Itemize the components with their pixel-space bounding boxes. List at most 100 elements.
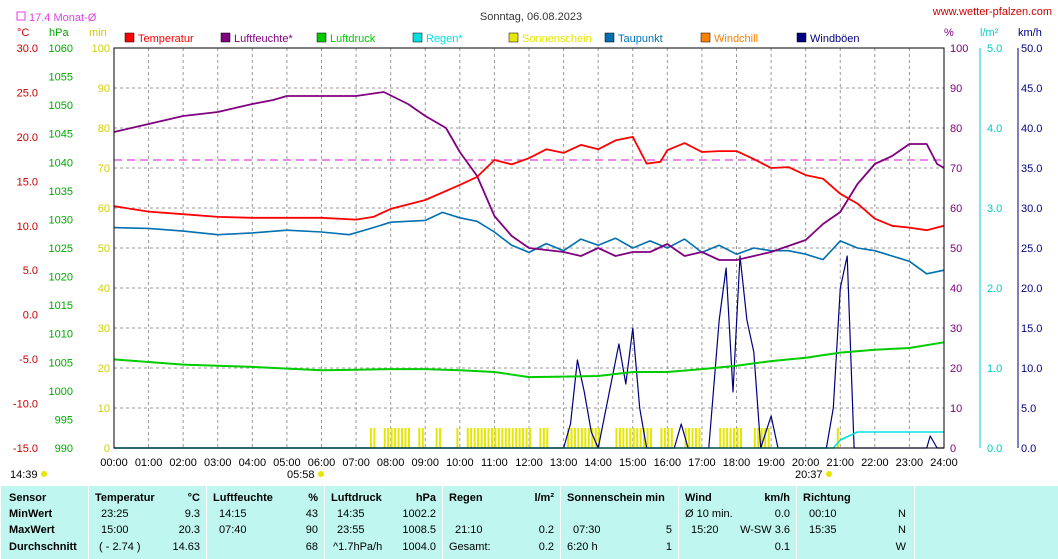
sunshine-bar (508, 428, 511, 448)
sunset-icon (826, 471, 832, 477)
sunshine-bar (580, 428, 583, 448)
dir-min-value: N (898, 508, 906, 520)
rain-total-label: Gesamt: (449, 541, 491, 553)
tick-label-time: 08:00 (377, 457, 405, 469)
sunshine-bar (650, 428, 653, 448)
hdr-sunshine: Sonnenschein min (567, 492, 665, 504)
legend: Temperatur Luftfeuchte* Luftdruck Regen* Son… (124, 32, 860, 45)
tick-label-temperature: 15.0 (17, 176, 38, 188)
tick-label-wind: 30.0 (1021, 203, 1042, 215)
sunshine-bar (522, 428, 525, 448)
wind-avg10-label: Ø 10 min. (685, 508, 733, 520)
sunshine-bar (466, 428, 469, 448)
tick-label-sunshine: 50 (98, 243, 110, 255)
tick-label-humidity: 40 (950, 283, 962, 295)
series-dewpoint (113, 211, 945, 275)
tick-label-pressure: 1000 (49, 386, 73, 398)
sunrise-time: 05:58 (287, 469, 315, 481)
tick-label-time: 12:00 (515, 457, 543, 469)
sunshine-bar (591, 428, 594, 448)
temp-min-time: 23:25 (101, 508, 129, 520)
sunshine-bar (629, 428, 632, 448)
series-pressure (113, 341, 945, 379)
tick-label-pressure: 1015 (49, 300, 73, 312)
tick-label-humidity: 0 (950, 443, 956, 455)
legend-label: Regen* (426, 33, 463, 45)
tick-label-time: 00:00 (100, 457, 128, 469)
temp-avg-note: ( - 2.74 ) (99, 541, 141, 553)
press-max-time: 23:55 (337, 524, 365, 536)
hum-min-value: 43 (305, 508, 318, 520)
sunshine-bar (691, 428, 694, 448)
tick-label-time: 15:00 (619, 457, 647, 469)
sunshine-bar (546, 428, 549, 448)
tick-label-time: 06:00 (308, 457, 336, 469)
tick-label-pressure: 1030 (49, 214, 73, 226)
tick-label-sunshine: 20 (98, 363, 110, 375)
rain-total-value: 0.2 (538, 541, 554, 553)
tick-label-humidity: 20 (950, 363, 962, 375)
press-min-value: 1002.2 (402, 508, 436, 520)
temp-avg-value: 14.63 (172, 541, 200, 553)
unit-minutes: min (89, 27, 107, 39)
tick-label-time: 03:00 (204, 457, 232, 469)
tick-label-humidity: 10 (950, 403, 962, 415)
tick-label-rain: 1.0 (987, 363, 1002, 375)
sunshine-bar (501, 428, 504, 448)
col-sunshine: Sonnenschein min 07:30 5 6:20 h 1 (560, 486, 678, 559)
sunshine-bar (515, 428, 518, 448)
sunshine-bar (722, 428, 725, 448)
hdr-rain-unit: l/m² (534, 492, 554, 504)
tick-label-rain: 2.0 (987, 283, 1002, 295)
sunshine-bars (369, 428, 839, 448)
tick-label-humidity: 50 (950, 243, 962, 255)
sunshine-bar (484, 428, 487, 448)
sunshine-bar (636, 428, 639, 448)
sunshine-bar (373, 428, 376, 448)
tick-label-time: 21:00 (826, 457, 854, 469)
unit-percent: % (944, 27, 954, 39)
sunshine-bar (587, 428, 590, 448)
tick-label-time: 16:00 (654, 457, 682, 469)
tick-label-pressure: 1045 (49, 129, 73, 141)
sunshine-bar (487, 428, 490, 448)
tick-label-sunshine: 30 (98, 323, 110, 335)
current-sun-icon (41, 471, 47, 477)
tick-label-time: 10:00 (446, 457, 474, 469)
hdr-wind: Wind (685, 492, 712, 504)
dir-max-time: 15:35 (809, 524, 837, 536)
unit-lm2: l/m² (980, 27, 999, 39)
sunshine-bar (369, 428, 372, 448)
sunshine-bar (739, 428, 742, 448)
sunshine-bar (663, 428, 666, 448)
sunset-time: 20:37 (795, 469, 823, 481)
tick-label-temperature: 25.0 (17, 87, 38, 99)
legend-label: Taupunkt (618, 33, 663, 45)
tick-label-wind: 40.0 (1021, 123, 1042, 135)
unit-celsius: °C (17, 27, 29, 39)
site-link[interactable]: www.wetter-pfalzen.com (932, 6, 1052, 18)
sunshine-bar (470, 428, 473, 448)
legend-swatch (412, 32, 423, 43)
sunshine-bar (667, 428, 670, 448)
sunshine-bar (622, 428, 625, 448)
tick-label-temperature: -15.0 (13, 443, 38, 455)
tick-label-temperature: -10.0 (13, 399, 38, 411)
sunshine-bar (698, 428, 701, 448)
tick-label-time: 19:00 (757, 457, 785, 469)
wind-avg-value: 0.1 (774, 541, 790, 553)
sunshine-bar (764, 428, 767, 448)
hdr-sensor: Sensor (9, 492, 47, 504)
tick-label-rain: 3.0 (987, 203, 1002, 215)
rain-max-value: 0.2 (538, 524, 554, 536)
summary-table: Sensor MinWert MaxWert Durchschnitt Temp… (0, 486, 1058, 559)
sunshine-bar (618, 428, 621, 448)
sunshine-bar (394, 428, 397, 448)
tick-label-time: 17:00 (688, 457, 716, 469)
tick-label-humidity: 80 (950, 123, 962, 135)
sunshine-bar (726, 428, 729, 448)
hdr-pressure-unit: hPa (415, 492, 436, 504)
sunshine-bar (387, 428, 390, 448)
hdr-rain: Regen (449, 492, 483, 504)
monthly-avg-label: 17.4 Monat-Ø (29, 12, 97, 24)
